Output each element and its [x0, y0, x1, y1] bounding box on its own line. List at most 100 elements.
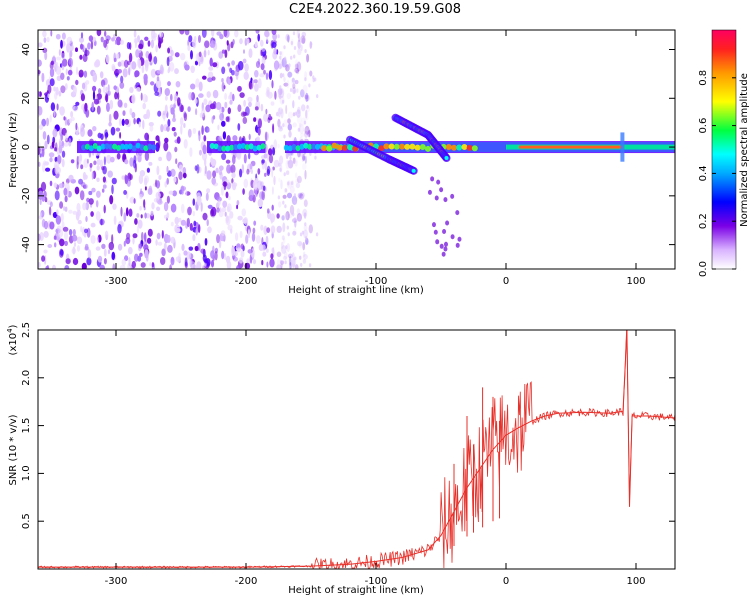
noise-speck — [278, 112, 282, 118]
noise-speck — [96, 93, 102, 100]
noise-speck — [265, 72, 269, 80]
carrier-blob — [108, 143, 114, 150]
noise-speck — [54, 156, 58, 163]
noise-speck — [290, 55, 293, 60]
noise-speck — [156, 165, 160, 176]
noise-speck — [119, 81, 125, 89]
noise-speck — [144, 151, 150, 161]
noise-speck — [288, 111, 293, 119]
noise-speck — [155, 239, 158, 246]
noise-speck — [283, 212, 289, 221]
carrier-blob — [127, 143, 133, 150]
noise-speck — [193, 220, 197, 227]
noise-speck — [283, 134, 286, 139]
noise-speck — [108, 113, 112, 124]
carrier-blob — [409, 143, 416, 150]
noise-speck — [232, 93, 235, 102]
noise-speck — [170, 107, 175, 115]
noise-speck — [308, 83, 311, 88]
noise-speck — [260, 39, 264, 47]
noise-speck — [232, 39, 235, 45]
noise-speck — [151, 262, 155, 268]
noise-speck — [38, 59, 42, 67]
noise-speck — [278, 63, 282, 70]
noise-speck — [226, 164, 232, 174]
noise-speck — [54, 190, 60, 201]
carrier-blob — [299, 143, 305, 150]
noise-speck — [148, 185, 153, 193]
noise-speck — [267, 208, 270, 214]
noise-speck — [139, 193, 143, 200]
noise-speck — [55, 33, 61, 40]
noise-speck — [255, 30, 260, 34]
noise-speck — [283, 238, 286, 244]
noise-speck — [315, 232, 319, 237]
noise-speck — [170, 93, 173, 102]
noise-speck — [273, 175, 276, 186]
noise-speck — [312, 75, 315, 80]
noise-speck — [143, 73, 148, 82]
noise-speck — [302, 258, 307, 264]
carrier-blob — [388, 143, 395, 150]
noise-speck — [231, 172, 236, 179]
noise-speck — [155, 79, 162, 89]
noise-speck — [39, 212, 43, 218]
noise-speck — [140, 92, 143, 101]
noise-speck — [248, 133, 251, 140]
noise-speck — [53, 147, 57, 152]
snr-x-ticks: -300 -200 -100 0 100 — [105, 330, 646, 587]
noise-speck — [218, 169, 223, 176]
noise-speck — [42, 131, 47, 140]
noise-speck — [279, 155, 284, 165]
noise-speck — [301, 195, 304, 200]
noise-speck — [303, 199, 308, 207]
noise-speck — [263, 69, 266, 75]
noise-speck — [162, 110, 166, 116]
snr-x-label: Height of straight line (km) — [288, 585, 424, 596]
noise-speck — [301, 104, 306, 112]
noise-speck — [294, 256, 297, 261]
noise-speck — [266, 227, 271, 234]
doppler-tail-speck — [439, 243, 444, 249]
carrier-blob — [135, 142, 141, 149]
noise-speck — [63, 142, 69, 147]
noise-speck — [269, 213, 276, 223]
noise-speck — [221, 82, 225, 92]
noise-speck — [180, 117, 184, 126]
noise-speck — [134, 218, 138, 225]
noise-speck — [282, 255, 288, 261]
noise-speck — [285, 245, 288, 250]
noise-speck — [141, 65, 145, 74]
noise-speck — [153, 56, 158, 65]
noise-speck — [53, 182, 58, 188]
noise-speck — [294, 79, 299, 85]
noise-speck — [182, 172, 187, 179]
noise-speck — [253, 79, 258, 84]
noise-speck — [59, 106, 65, 116]
noise-speck — [248, 101, 252, 108]
noise-speck — [227, 62, 231, 67]
noise-speck — [224, 253, 227, 261]
noise-speck — [292, 83, 296, 89]
noise-speck — [220, 230, 226, 237]
noise-speck — [252, 227, 256, 234]
noise-speck — [107, 84, 110, 92]
noise-speck — [115, 72, 119, 78]
noise-speck — [48, 206, 52, 216]
noise-speck — [174, 68, 179, 75]
noise-speck — [134, 38, 137, 49]
colorbar-tick-label: 0.4 — [698, 165, 709, 181]
carrier-blob — [143, 145, 149, 152]
noise-speck — [93, 61, 100, 68]
noise-speck — [96, 165, 100, 171]
carrier-blob — [225, 145, 231, 152]
noise-speck — [90, 211, 94, 217]
noise-speck — [88, 35, 94, 42]
noise-speck — [224, 49, 228, 58]
noise-speck — [92, 90, 96, 101]
noise-speck — [156, 232, 161, 240]
noise-speck — [226, 40, 229, 46]
noise-speck — [132, 236, 135, 245]
svg-text:(x104): (x104) — [6, 324, 19, 355]
noise-speck — [60, 72, 65, 81]
